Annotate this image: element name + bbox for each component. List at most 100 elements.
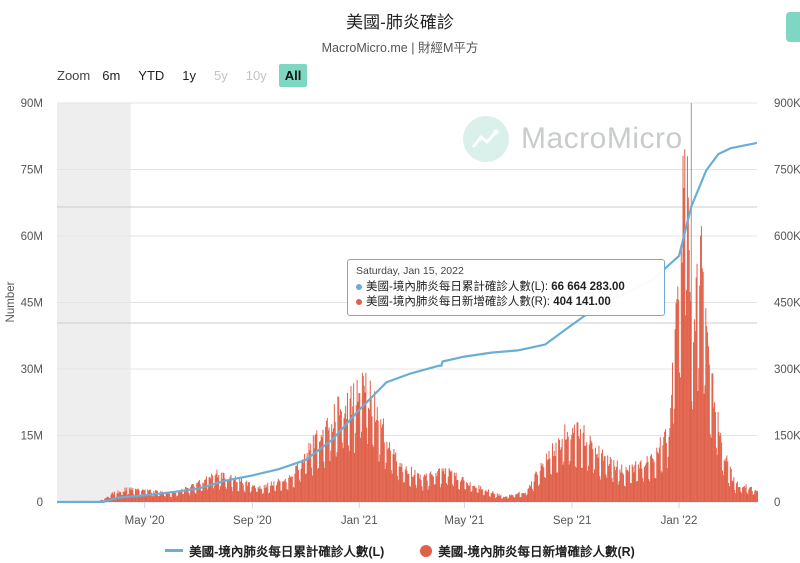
daily-bar <box>332 428 334 502</box>
zoom-6m-button[interactable]: 6m <box>102 68 121 83</box>
daily-bar <box>735 493 737 502</box>
legend-item-cumulative[interactable]: 美國-境內肺炎每日累計確診人數(L) <box>165 541 384 560</box>
daily-bar <box>433 484 435 502</box>
daily-bar <box>324 467 326 502</box>
daily-bar <box>272 486 274 502</box>
daily-bar <box>526 494 528 502</box>
daily-bar <box>328 427 330 502</box>
daily-bar <box>530 486 532 502</box>
corner-menu-tab[interactable] <box>786 12 800 42</box>
daily-bar <box>256 491 258 502</box>
daily-bar <box>263 485 265 502</box>
daily-bar <box>446 484 448 502</box>
daily-bar <box>229 476 231 502</box>
daily-bar <box>304 473 306 502</box>
daily-bar <box>512 495 514 502</box>
daily-bar <box>661 472 663 502</box>
daily-bar <box>104 498 106 502</box>
daily-bar <box>683 187 685 502</box>
daily-bar <box>375 420 377 502</box>
daily-bar <box>383 442 385 502</box>
daily-bar <box>315 433 317 502</box>
daily-bar <box>388 447 390 502</box>
daily-bar <box>631 464 633 502</box>
daily-bar <box>231 486 233 502</box>
daily-bar <box>207 487 209 502</box>
daily-bar <box>521 493 523 502</box>
daily-bar <box>153 490 155 502</box>
daily-bar <box>140 494 142 502</box>
watermark-text: MacroMicro <box>521 122 683 155</box>
daily-bar <box>566 439 568 502</box>
daily-bar <box>723 459 725 502</box>
zoom-all-button[interactable]: All <box>278 64 308 87</box>
daily-bar <box>666 468 668 502</box>
daily-bar <box>502 496 504 502</box>
daily-bar <box>726 455 728 502</box>
daily-bar <box>614 466 616 502</box>
daily-bar <box>124 487 126 502</box>
daily-bar <box>312 435 314 502</box>
legend-item-cumulative-label: 美國-境內肺炎每日累計確診人數(L) <box>189 545 385 559</box>
daily-bar <box>610 459 612 502</box>
daily-bar <box>539 470 541 502</box>
daily-bar <box>644 465 646 502</box>
daily-bar <box>676 299 678 502</box>
daily-bar <box>686 156 688 502</box>
daily-bar <box>464 489 466 502</box>
daily-bar <box>223 472 225 502</box>
daily-bar <box>615 467 617 502</box>
daily-bar <box>487 491 489 502</box>
daily-bar <box>720 432 722 502</box>
daily-bar <box>447 476 449 502</box>
daily-bar <box>531 488 533 502</box>
daily-bar <box>445 483 447 502</box>
daily-bar <box>475 487 477 502</box>
daily-bar <box>175 493 177 502</box>
daily-bar <box>283 481 285 502</box>
daily-bar <box>106 497 108 502</box>
daily-bar <box>746 492 748 502</box>
daily-bar <box>597 457 599 502</box>
daily-bar <box>618 481 620 502</box>
daily-bar <box>701 268 703 502</box>
daily-bar <box>564 424 566 502</box>
daily-bar <box>265 484 267 502</box>
daily-bar <box>273 481 275 502</box>
daily-bar <box>267 482 269 502</box>
daily-bar <box>532 491 534 502</box>
daily-bar <box>269 485 271 502</box>
zoom-10y-button[interactable]: 10y <box>245 68 267 83</box>
daily-bar <box>501 498 503 502</box>
daily-bar <box>349 398 351 502</box>
y-tick-label-right: 0 <box>774 497 780 509</box>
daily-bar <box>177 492 179 502</box>
daily-bar <box>220 472 222 502</box>
daily-bar <box>624 486 626 502</box>
daily-bar <box>277 478 279 502</box>
daily-bar <box>459 489 461 502</box>
daily-bar <box>340 411 342 502</box>
zoom-ytd-button[interactable]: YTD <box>138 68 165 83</box>
daily-bar <box>361 372 363 502</box>
daily-bar <box>504 496 506 502</box>
daily-bar <box>154 493 156 502</box>
daily-bar <box>499 495 501 502</box>
daily-bar <box>749 487 751 502</box>
daily-bar <box>247 485 249 502</box>
legend-item-daily[interactable]: 美國-境內肺炎每日新增確診人數(R) <box>420 541 635 560</box>
daily-bar <box>226 480 228 502</box>
daily-bar <box>449 470 451 502</box>
daily-bar <box>227 481 229 502</box>
daily-bar <box>744 487 746 502</box>
daily-bar <box>346 419 348 502</box>
daily-bar <box>307 459 309 502</box>
zoom-5y-button[interactable]: 5y <box>214 68 228 83</box>
x-tick-label: Jan '21 <box>341 515 378 527</box>
zoom-1y-button[interactable]: 1y <box>182 68 197 83</box>
daily-bar <box>434 484 436 502</box>
daily-bar <box>289 475 291 502</box>
daily-bar <box>354 432 356 502</box>
daily-bar <box>550 473 552 502</box>
